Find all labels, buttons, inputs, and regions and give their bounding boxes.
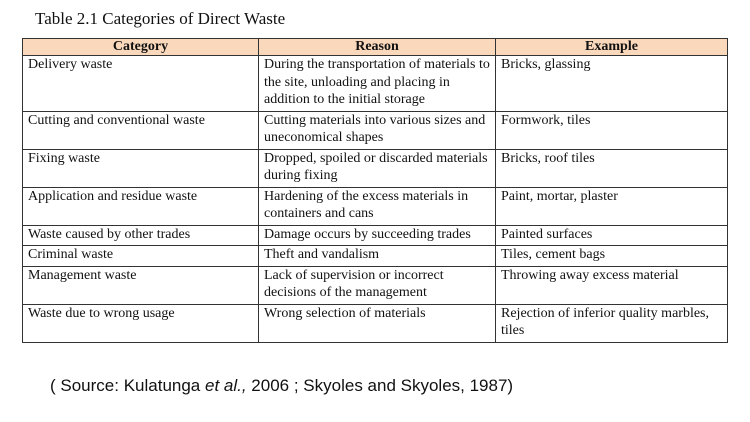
table-cell: Waste due to wrong usage: [22, 303, 259, 343]
table-cell: Application and residue waste: [22, 186, 259, 226]
table-cell: Painted surfaces: [495, 224, 728, 246]
table-cell: Formwork, tiles: [495, 110, 728, 150]
source-italic: et al.,: [204, 376, 247, 395]
table-cell: Cutting materials into various sizes and…: [258, 110, 496, 150]
table-cell: Bricks, glassing: [495, 55, 728, 112]
header-cell: Reason: [258, 38, 496, 56]
source-note: ( Source: Kulatunga et al., 2006 ; Skyol…: [50, 376, 513, 396]
table-header: Category Reason Example: [22, 38, 728, 56]
table-cell: Cutting and conventional waste: [22, 110, 259, 150]
table-row: Criminal waste Theft and vandalism Tiles, …: [22, 245, 728, 267]
table-cell: Dropped, spoiled or discarded materials …: [258, 148, 496, 188]
table-cell: Bricks, roof tiles: [495, 148, 728, 188]
table-cell: Fixing waste: [22, 148, 259, 188]
table-cell: Wrong selection of materials: [258, 303, 496, 343]
table-row: Waste due to wrong usage Wrong selection …: [22, 303, 728, 343]
table-body: Delivery waste During the transportation …: [22, 55, 728, 343]
table-cell: Theft and vandalism: [258, 245, 496, 267]
header-cell: Category: [22, 38, 259, 56]
table-cell: Criminal waste: [22, 245, 259, 267]
table: Category Reason Example Delivery waste Duri…: [22, 38, 728, 343]
header-cell: Example: [495, 38, 728, 56]
table-row: Management waste Lack of supervision or i…: [22, 265, 728, 305]
table-row: Cutting and conventional waste Cutting ma…: [22, 110, 728, 150]
table-cell: Delivery waste: [22, 55, 259, 112]
table-cell: Paint, mortar, plaster: [495, 186, 728, 226]
table-title: Table 2.1 Categories of Direct Waste: [35, 9, 286, 28]
table-cell: Management waste: [22, 265, 259, 305]
table-cell: Lack of supervision or incorrect decisio…: [258, 265, 496, 305]
table-cell: Rejection of inferior quality marbles, t…: [495, 303, 728, 343]
table-cell: Damage occurs by succeeding trades: [258, 224, 496, 246]
table-cell: Hardening of the excess materials in con…: [258, 186, 496, 226]
table-row: Application and residue waste Hardening o…: [22, 186, 728, 226]
table-cell: Tiles, cement bags: [495, 245, 728, 267]
source-text: 2006 ; Skyoles and Skyoles, 1987): [246, 376, 514, 395]
header-row: Category Reason Example: [22, 38, 728, 56]
table-row: Fixing waste Dropped, spoiled or discarde…: [22, 148, 728, 188]
table-row: Delivery waste During the transportation …: [22, 55, 728, 112]
table-cell: Waste caused by other trades: [22, 224, 259, 246]
source-text: ( Source: Kulatunga: [50, 376, 205, 395]
table-cell: Throwing away excess material: [495, 265, 728, 305]
table-row: Waste caused by other trades Damage occur…: [22, 224, 728, 246]
table-cell: During the transportation of materials t…: [258, 55, 496, 112]
